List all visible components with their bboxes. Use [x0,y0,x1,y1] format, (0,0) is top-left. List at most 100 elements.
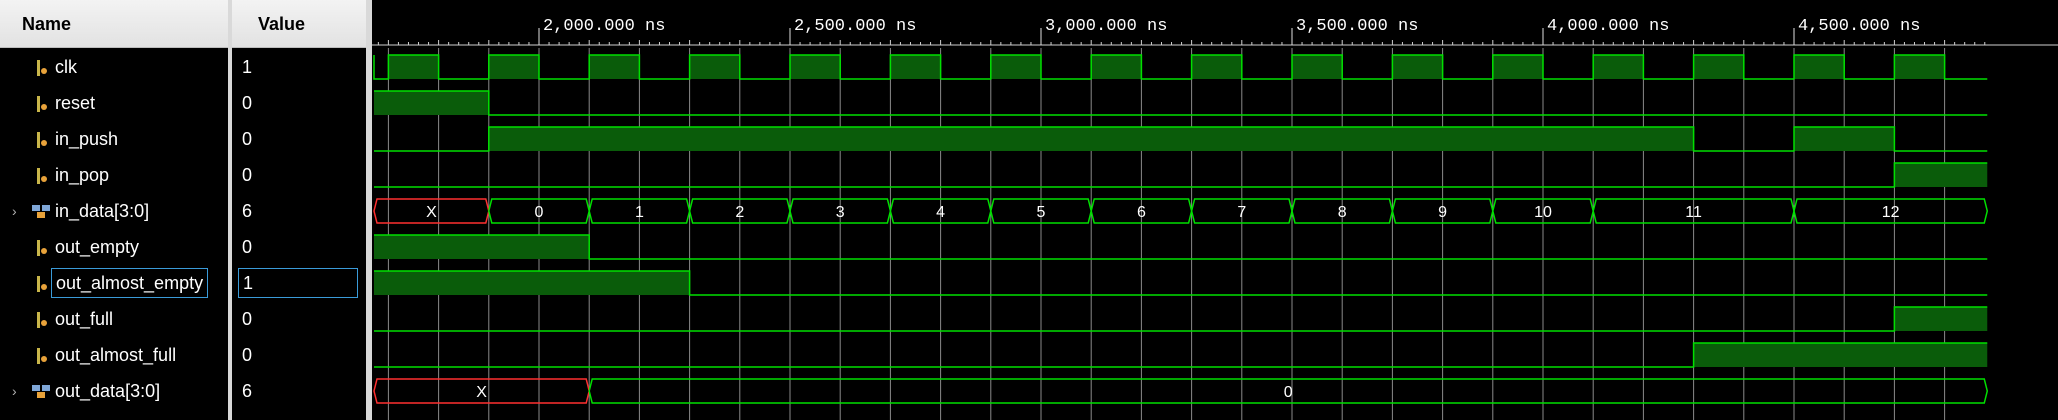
high-level-fill [388,55,439,79]
signal-name[interactable]: out_full [55,309,114,329]
high-level-fill [374,235,590,259]
high-level-fill [1794,55,1845,79]
value-column-header[interactable]: Value [232,0,366,48]
signal-value[interactable]: 6 [242,381,253,401]
values-panel: Value 1 0 0 0 6 0 1 0 0 6 [232,0,366,420]
signal-name[interactable]: out_almost_empty [51,268,209,298]
reset-waveform[interactable] [374,90,1988,116]
signal-name[interactable]: reset [55,93,96,113]
signal-value[interactable]: 1 [242,57,253,77]
name-column-header[interactable]: Name [0,0,228,48]
signal-name[interactable]: in_push [55,129,119,149]
value-row[interactable]: 6 [232,193,366,229]
logic-signal-icon [37,240,49,256]
in_data-bus-segment[interactable] [1793,198,1989,224]
names-panel: Name clk reset in_push in_pop › in_data[3:0]o… [0,0,228,420]
in_pop-waveform[interactable] [374,162,1988,188]
logic-signal-icon [37,348,49,364]
out_data-bus-value: X [476,384,487,401]
expand-chevron-icon[interactable]: › [12,383,17,399]
timeline-label: 2,000.000 ns [543,17,665,36]
high-level-fill [990,55,1041,79]
signal-value[interactable]: 0 [242,237,253,257]
high-level-fill [1492,55,1543,79]
signal-name[interactable]: clk [55,57,77,77]
value-row[interactable]: 0 [232,121,366,157]
signal-value[interactable]: 0 [242,345,253,365]
in_push-waveform[interactable] [374,126,1988,152]
high-level-fill [790,55,841,79]
signal-row[interactable]: out_almost_empty [0,265,228,301]
logic-signal-icon [37,276,49,292]
waveform-panel[interactable]: 2,000.000 ns 2,500.000 ns 3,000.000 ns 3,50… [372,0,2058,420]
waveform-splitter[interactable] [366,0,372,420]
value-row[interactable]: 0 [232,157,366,193]
high-level-fill [488,127,1694,151]
signal-name[interactable]: out_data[3:0] [55,381,161,401]
value-row[interactable]: 0 [232,301,366,337]
logic-signal-icon [37,60,49,76]
signal-row[interactable]: reset [0,85,228,121]
out_data-bus-segment[interactable] [588,378,1989,404]
column-splitter[interactable] [228,0,232,420]
signal-row[interactable]: out_full [0,301,228,337]
signal-row[interactable]: in_push [0,121,228,157]
signal-row[interactable]: out_almost_full [0,337,228,373]
signal-name[interactable]: in_data[3:0] [55,201,150,221]
high-level-fill [1392,55,1443,79]
high-level-fill [1794,127,1895,151]
logic-signal-icon [37,96,49,112]
value-row[interactable]: 0 [232,337,366,373]
value-row[interactable]: 1 [232,265,366,301]
high-level-fill [1894,55,1945,79]
signal-row[interactable]: in_pop [0,157,228,193]
timeline-label: 4,500.000 ns [1798,17,1920,36]
signal-value[interactable]: 0 [242,165,253,185]
signal-name[interactable]: out_almost_full [55,345,177,365]
signal-value[interactable]: 6 [242,201,253,221]
in_data-bus-value: X [426,204,437,221]
in_data-bus-value: 4 [936,204,945,221]
high-level-fill [1292,55,1343,79]
signal-name[interactable]: in_pop [55,165,110,185]
high-level-fill [890,55,941,79]
signal-row[interactable]: clk [0,49,228,85]
in_data-bus-value: 6 [1137,204,1146,221]
waveform-canvas[interactable]: 2,000.000 ns 2,500.000 ns 3,000.000 ns 3,50… [372,0,2058,420]
high-level-fill [1593,55,1644,79]
signal-value[interactable]: 0 [242,129,253,149]
signal-value[interactable]: 0 [242,309,253,329]
value-row[interactable]: 0 [232,229,366,265]
in_data-bus-value: 12 [1882,204,1900,221]
high-level-fill [374,271,690,295]
value-row[interactable]: 6 [232,373,366,409]
in_data-bus-value: 5 [1037,204,1046,221]
signal-row[interactable]: out_empty [0,229,228,265]
out_almost_empty-waveform[interactable] [374,270,1988,296]
timeline-label: 3,000.000 ns [1045,17,1167,36]
clk-waveform[interactable] [373,54,1988,80]
timeline-label: 2,500.000 ns [794,17,916,36]
high-level-fill [1693,55,1744,79]
in_data-bus-value: 3 [836,204,845,221]
signal-name[interactable]: out_empty [55,237,140,257]
signal-row[interactable]: › in_data[3:0] [0,193,228,229]
high-level-fill [488,55,539,79]
out_full-waveform[interactable] [374,306,1988,332]
high-level-fill [1091,55,1142,79]
out_empty-waveform[interactable] [374,234,1988,260]
timeline-label: 4,000.000 ns [1547,17,1669,36]
value-row[interactable]: 1 [232,49,366,85]
in_data-bus-value: 8 [1338,204,1347,221]
value-row[interactable]: 0 [232,85,366,121]
signal-value[interactable]: 0 [242,93,253,113]
in_data-bus-value: 0 [535,204,544,221]
high-level-fill [1894,307,1988,331]
out_almost_full-waveform[interactable] [374,342,1988,368]
bus-signal-icon [32,384,52,400]
signal-row[interactable]: › out_data[3:0] [0,373,228,409]
expand-chevron-icon[interactable]: › [12,203,17,219]
high-level-fill [589,55,640,79]
signal-value[interactable]: 1 [238,268,358,298]
in_data-bus-value: 9 [1438,204,1447,221]
